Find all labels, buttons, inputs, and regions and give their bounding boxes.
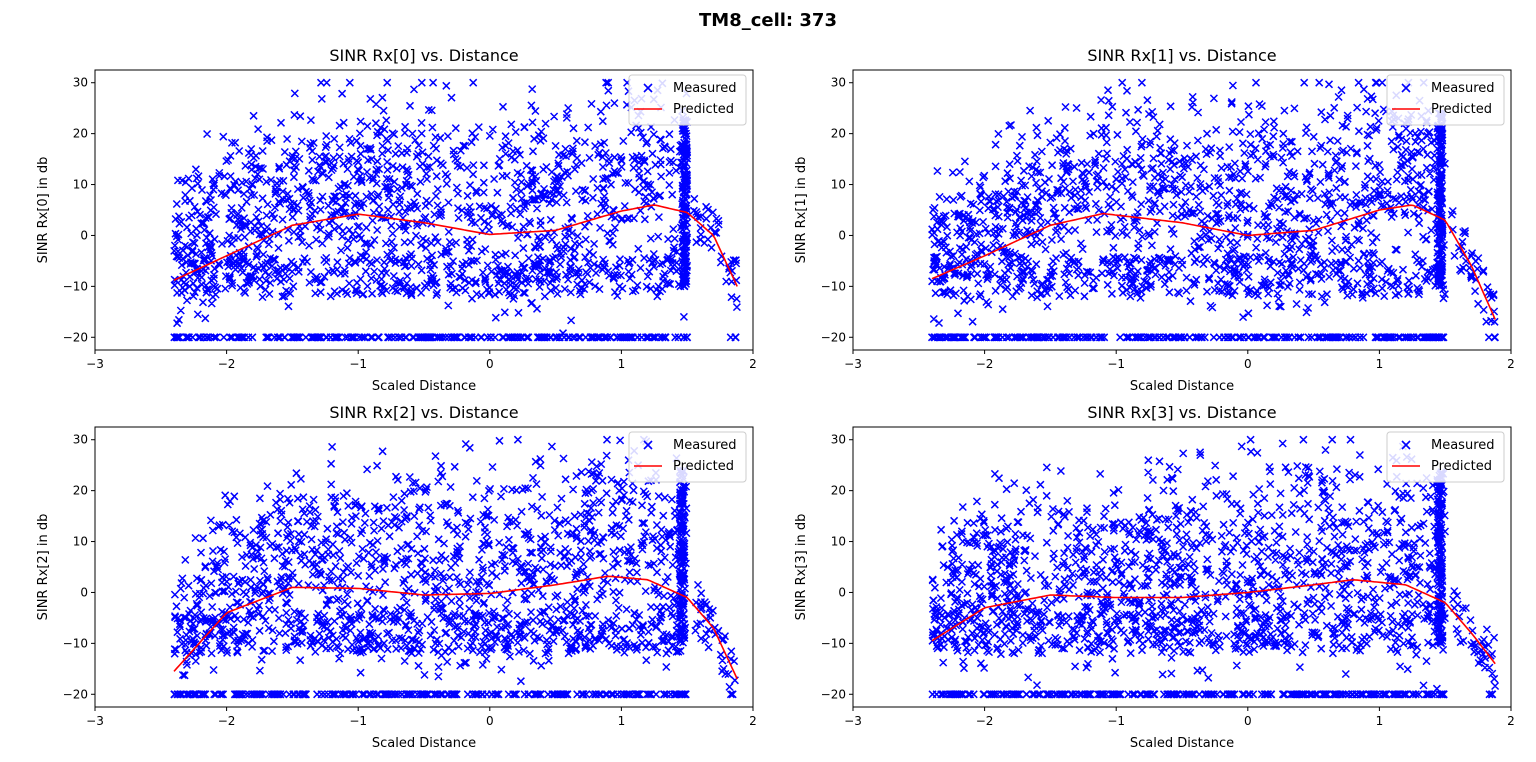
legend-label-predicted: Predicted: [1431, 459, 1492, 474]
y-tick-label: 10: [73, 535, 88, 549]
y-tick-label: −20: [63, 330, 88, 344]
legend-label-predicted: Predicted: [1431, 102, 1492, 117]
y-tick-label: 30: [831, 433, 846, 447]
x-tick-label: 0: [486, 714, 494, 728]
x-tick-label: −1: [349, 357, 367, 371]
legend: Measured Predicted: [1387, 432, 1504, 482]
x-tick-label: 0: [486, 357, 494, 371]
subplot-title: SINR Rx[1] vs. Distance: [1087, 46, 1276, 65]
x-tick-label: 2: [1507, 357, 1515, 371]
x-tick-label: 1: [1376, 714, 1384, 728]
x-tick-label: 0: [1244, 357, 1252, 371]
y-tick-label: 30: [73, 76, 88, 90]
y-tick-label: 10: [831, 178, 846, 192]
y-tick-label: 20: [73, 127, 88, 141]
x-tick-label: −3: [844, 357, 862, 371]
y-tick-label: 20: [831, 127, 846, 141]
x-axis-label: Scaled Distance: [1130, 736, 1234, 751]
y-tick-label: 20: [831, 484, 846, 498]
x-tick-label: −3: [86, 357, 104, 371]
x-axis-label: Scaled Distance: [372, 736, 476, 751]
x-tick-label: −3: [86, 714, 104, 728]
x-tick-label: −1: [1107, 357, 1125, 371]
subplot-0: SINR Rx[0] vs. Distance−3 −2 −1 0 1 2−20−1001…: [36, 46, 757, 394]
y-tick-label: 10: [831, 535, 846, 549]
y-tick-label: 0: [838, 585, 846, 599]
legend: Measured Predicted: [629, 75, 746, 125]
x-tick-label: −3: [844, 714, 862, 728]
y-axis-label: SINR Rx[3] in db: [794, 514, 809, 621]
x-tick-label: 2: [749, 357, 757, 371]
legend-label-measured: Measured: [673, 438, 737, 453]
y-tick-label: −10: [63, 636, 88, 650]
subplot-1: SINR Rx[1] vs. Distance−3 −2 −1 0 1 2−20−1001…: [794, 46, 1515, 394]
subplot-2: SINR Rx[2] vs. Distance−3 −2 −1 0 1 2−20−1001…: [36, 403, 757, 751]
subplot-title: SINR Rx[2] vs. Distance: [329, 403, 518, 422]
y-tick-label: −20: [821, 687, 846, 701]
subplot-3: SINR Rx[3] vs. Distance−3 −2 −1 0 1 2−20−1001…: [794, 403, 1515, 751]
y-axis-label: SINR Rx[2] in db: [36, 514, 51, 621]
y-tick-label: −10: [821, 279, 846, 293]
x-axis-label: Scaled Distance: [1130, 379, 1234, 394]
y-tick-label: −10: [821, 636, 846, 650]
x-tick-label: 1: [1376, 357, 1384, 371]
y-tick-label: −10: [63, 279, 88, 293]
y-axis-label: SINR Rx[0] in db: [36, 157, 51, 264]
y-tick-label: −20: [63, 687, 88, 701]
y-tick-label: 10: [73, 178, 88, 192]
x-tick-label: −1: [1107, 714, 1125, 728]
x-tick-label: −1: [349, 714, 367, 728]
x-tick-label: −2: [218, 357, 236, 371]
x-tick-label: −2: [976, 714, 994, 728]
x-tick-label: 1: [618, 714, 626, 728]
y-axis-label: SINR Rx[1] in db: [794, 157, 809, 264]
x-tick-label: −2: [976, 357, 994, 371]
x-tick-label: 2: [1507, 714, 1515, 728]
x-tick-label: 2: [749, 714, 757, 728]
x-axis-label: Scaled Distance: [372, 379, 476, 394]
subplot-title: SINR Rx[3] vs. Distance: [1087, 403, 1276, 422]
x-tick-label: −2: [218, 714, 236, 728]
x-tick-label: 1: [618, 357, 626, 371]
x-tick-label: 0: [1244, 714, 1252, 728]
y-tick-label: −20: [821, 330, 846, 344]
legend-label-measured: Measured: [673, 81, 737, 96]
legend-label-predicted: Predicted: [673, 459, 734, 474]
legend: Measured Predicted: [629, 432, 746, 482]
y-tick-label: 0: [80, 585, 88, 599]
y-tick-label: 0: [80, 228, 88, 242]
y-tick-label: 0: [838, 228, 846, 242]
y-tick-label: 30: [73, 433, 88, 447]
legend-label-measured: Measured: [1431, 438, 1495, 453]
subplot-title: SINR Rx[0] vs. Distance: [329, 46, 518, 65]
legend-label-predicted: Predicted: [673, 102, 734, 117]
legend: Measured Predicted: [1387, 75, 1504, 125]
y-tick-label: 20: [73, 484, 88, 498]
y-tick-label: 30: [831, 76, 846, 90]
legend-label-measured: Measured: [1431, 81, 1495, 96]
